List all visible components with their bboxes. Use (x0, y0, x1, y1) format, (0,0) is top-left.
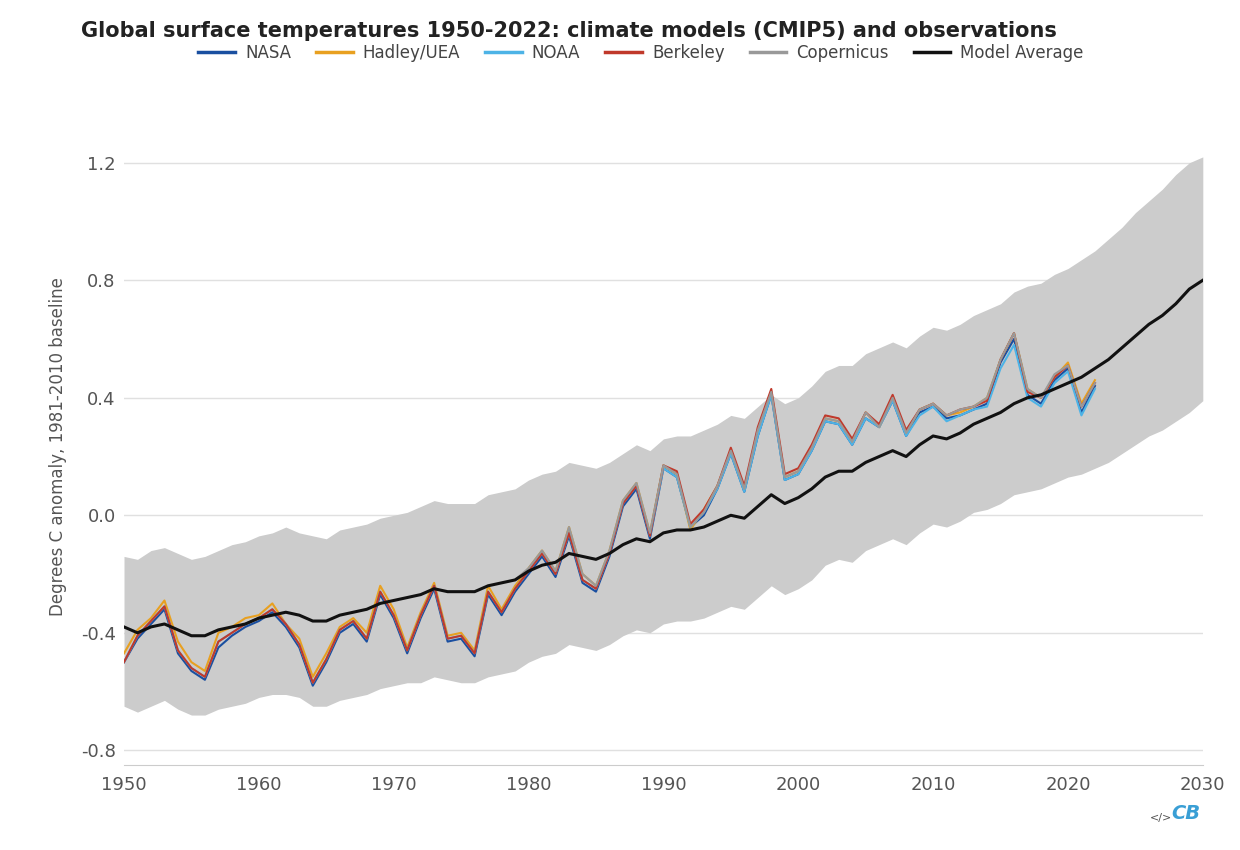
Text: </>: </> (1149, 813, 1172, 823)
Text: CB: CB (1172, 804, 1200, 823)
Text: Global surface temperatures 1950-2022: climate models (CMIP5) and observations: Global surface temperatures 1950-2022: c… (81, 21, 1056, 42)
Y-axis label: Degrees C anomaly, 1981-2010 baseline: Degrees C anomaly, 1981-2010 baseline (48, 277, 67, 615)
Legend: NASA, Hadley/UEA, NOAA, Berkeley, Copernicus, Model Average: NASA, Hadley/UEA, NOAA, Berkeley, Copern… (192, 37, 1090, 68)
